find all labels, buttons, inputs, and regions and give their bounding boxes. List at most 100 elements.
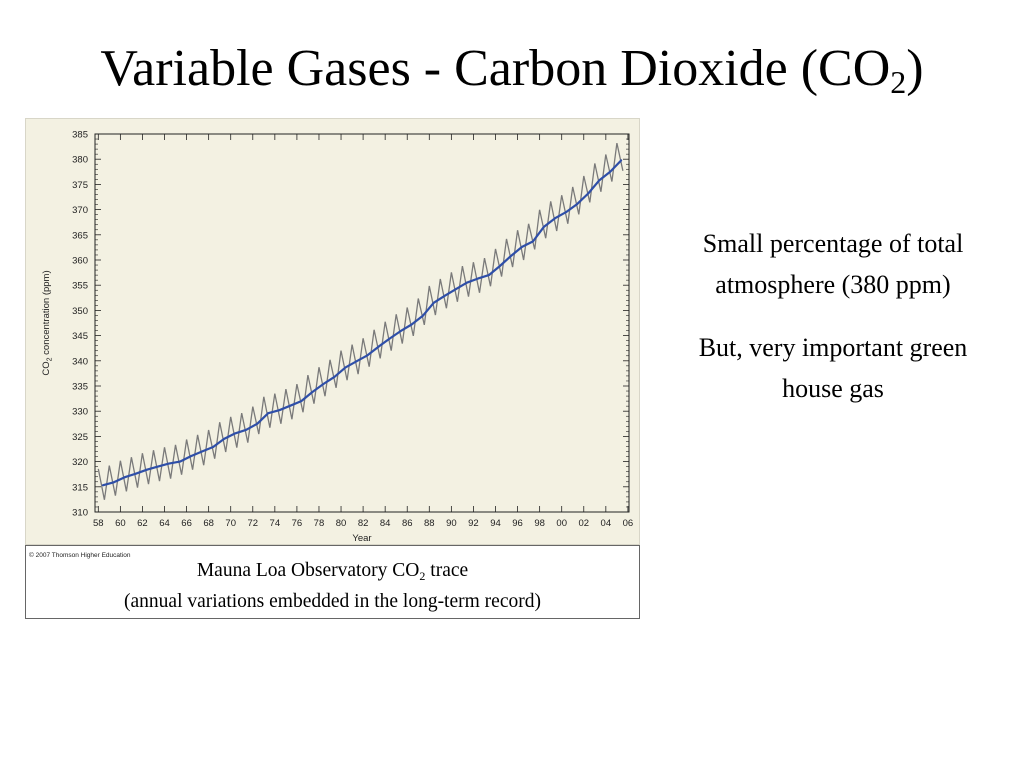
caption-line-2: (annual variations embedded in the long-… [124, 591, 541, 612]
x-tick-label: 96 [512, 518, 523, 529]
annual-mean-point [476, 277, 479, 280]
annual-mean-point [366, 354, 369, 357]
annual-mean-point [289, 404, 292, 407]
x-tick-label: 98 [534, 518, 545, 529]
annual-mean-point [201, 450, 203, 453]
annual-mean-point [454, 288, 457, 291]
annual-mean-point [333, 376, 336, 378]
annual-mean-point [499, 265, 501, 267]
annual-mean-point [223, 438, 226, 440]
annual-mean-point [267, 412, 270, 415]
x-tick-label: 88 [424, 518, 435, 529]
figure-caption: Mauna Loa Observatory CO2 trace (annual … [25, 545, 640, 619]
caption-subscript: 2 [419, 569, 426, 583]
y-tick-label: 360 [72, 256, 88, 267]
x-tick-label: 00 [556, 518, 567, 529]
annual-mean-point [190, 455, 192, 457]
annual-mean-point [432, 301, 435, 304]
annual-mean-point [388, 337, 391, 340]
annual-mean-point [278, 409, 281, 412]
x-tick-label: 06 [623, 518, 634, 529]
x-tick-label: 92 [468, 518, 479, 529]
annual-mean-point [212, 446, 215, 448]
annual-mean-point [101, 484, 104, 487]
annual-mean-point [443, 294, 446, 297]
y-tick-label: 365 [72, 230, 88, 241]
series-annual-mean-line [102, 159, 623, 487]
slide-title: Variable Gases - Carbon Dioxide (CO2) [0, 40, 1024, 100]
y-tick-label: 325 [72, 432, 88, 443]
x-tick-label: 76 [292, 518, 303, 529]
x-tick-label: 60 [115, 518, 126, 529]
annual-mean-point [554, 217, 556, 220]
x-tick-label: 72 [247, 518, 258, 529]
y-tick-label: 375 [72, 180, 88, 191]
co2-chart-figure: 310 315 320 325 330 335 340 345 350 355 360 365 370 3… [25, 118, 640, 545]
annual-mean-point [421, 315, 424, 317]
bullet-importance: But, very important green house gas [698, 333, 968, 403]
annual-mean-point [532, 240, 534, 243]
x-tick-label: 64 [159, 518, 170, 529]
annual-mean-point [465, 281, 468, 284]
x-axis-label: Year [352, 533, 371, 544]
x-tick-label: 84 [380, 518, 391, 529]
annual-mean-point [510, 255, 512, 257]
annual-mean-point [410, 323, 413, 326]
x-tick-label: 74 [270, 518, 281, 529]
x-tick-label: 66 [181, 518, 192, 529]
annual-mean-point [399, 330, 402, 332]
slide-title-subscript: 2 [890, 64, 907, 100]
annual-mean-point [587, 192, 590, 195]
annual-mean-point [234, 432, 237, 435]
x-tick-label: 78 [314, 518, 325, 529]
y-tick-label: 345 [72, 331, 88, 342]
x-tick-label: 90 [446, 518, 457, 529]
annual-mean-point [256, 422, 259, 425]
y-tick-label: 380 [72, 155, 88, 166]
y-tick-label: 340 [72, 356, 88, 367]
y-tick-label: 385 [72, 130, 88, 141]
y-tick-label: 310 [72, 508, 88, 519]
annual-mean-point [598, 179, 601, 182]
series-seasonal-trace [97, 142, 624, 500]
annual-mean-point [565, 211, 567, 213]
co2-chart: 310 315 320 325 330 335 340 345 350 355 360 365 370 3… [41, 130, 634, 545]
annual-mean-point [377, 345, 380, 348]
annual-mean-point [245, 428, 248, 431]
annual-mean-point [168, 462, 170, 465]
x-tick-label: 68 [203, 518, 214, 529]
annual-mean-point [521, 246, 523, 248]
annual-mean-point [344, 366, 347, 369]
annual-mean-point [609, 170, 612, 173]
x-tick-label: 70 [225, 518, 236, 529]
y-tick-label: 330 [72, 407, 88, 418]
y-tick-label: 355 [72, 281, 88, 292]
bullet-percentage: Small percentage of total atmosphere (38… [702, 229, 964, 299]
side-text: Small percentage of total atmosphere (38… [668, 223, 998, 431]
caption-line-1: Mauna Loa Observatory CO2 trace [26, 555, 639, 586]
x-tick-label: 94 [490, 518, 501, 529]
annual-mean-point [311, 391, 314, 393]
y-tick-label: 315 [72, 482, 88, 493]
annual-mean-point [146, 468, 148, 471]
annual-mean-point [112, 481, 115, 484]
annual-mean-point [179, 460, 181, 463]
y-tick-label: 350 [72, 306, 88, 317]
annual-mean-point [123, 476, 126, 479]
annual-mean-point [322, 383, 325, 385]
annual-mean-point [134, 472, 137, 475]
slide-title-text: Variable Gases - Carbon Dioxide (CO [100, 40, 891, 97]
annual-mean-point [157, 465, 159, 468]
annual-mean-point [543, 225, 545, 228]
annual-mean-point [355, 360, 358, 363]
caption-line-1-prefix: Mauna Loa Observatory CO [196, 560, 420, 581]
x-tick-label: 86 [402, 518, 413, 529]
x-tick-label: 02 [578, 518, 589, 529]
plot-frame [94, 133, 630, 513]
annual-mean-point [620, 159, 623, 162]
copyright-notice: © 2007 Thomson Higher Education [29, 552, 131, 559]
x-tick-label: 82 [358, 518, 369, 529]
x-tick-label: 04 [601, 518, 612, 529]
y-axis-label: CO2 concentration (ppm) [41, 270, 54, 375]
x-tick-label: 58 [93, 518, 104, 529]
